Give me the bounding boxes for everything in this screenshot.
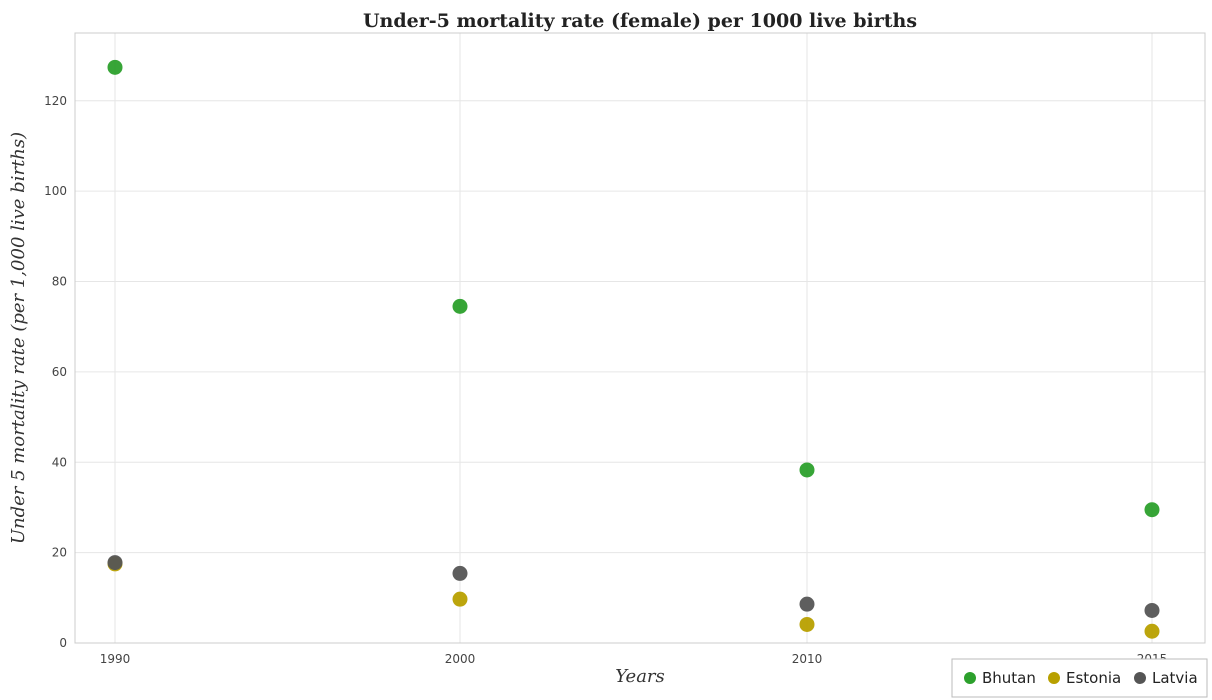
y-tick-labels: 0 20 40 60 80 100 120: [44, 94, 67, 650]
data-point-estonia: [1144, 623, 1160, 639]
y-tick-label: 40: [52, 455, 67, 469]
data-point-latvia: [1144, 602, 1160, 618]
data-points: [107, 59, 1160, 639]
x-tick-label: 2010: [792, 652, 823, 666]
x-tick-label: 1990: [100, 652, 131, 666]
x-axis-label: Years: [615, 666, 665, 687]
data-point-bhutan: [799, 462, 815, 478]
x-tick-label: 2000: [445, 652, 476, 666]
legend-label-estonia: Estonia: [1066, 669, 1121, 687]
data-point-bhutan: [452, 298, 468, 314]
y-tick-label: 20: [52, 546, 67, 560]
legend: Bhutan Estonia Latvia: [951, 658, 1208, 698]
data-point-bhutan: [1144, 502, 1160, 518]
y-tick-label: 0: [59, 636, 67, 650]
legend-box: [951, 658, 1208, 698]
data-point-latvia: [107, 555, 123, 571]
grid-lines: [75, 33, 1205, 644]
y-tick-label: 60: [52, 365, 67, 379]
data-point-estonia: [799, 616, 815, 632]
legend-marker-bhutan: [964, 672, 976, 684]
legend-label-latvia: Latvia: [1152, 669, 1198, 687]
data-point-latvia: [799, 596, 815, 612]
y-tick-label: 120: [44, 94, 67, 108]
data-point-bhutan: [107, 59, 123, 75]
y-tick-label: 100: [44, 184, 67, 198]
y-tick-label: 80: [52, 275, 67, 289]
data-point-estonia: [452, 591, 468, 607]
legend-marker-estonia: [1048, 672, 1060, 684]
plot-frame: [74, 32, 1206, 644]
chart-title: Under-5 mortality rate (female) per 1000…: [363, 10, 917, 32]
data-point-latvia: [452, 565, 468, 581]
legend-label-bhutan: Bhutan: [982, 669, 1036, 687]
y-axis-label: Under 5 mortality rate (per 1,000 live b…: [8, 132, 29, 544]
legend-marker-latvia: [1134, 672, 1146, 684]
